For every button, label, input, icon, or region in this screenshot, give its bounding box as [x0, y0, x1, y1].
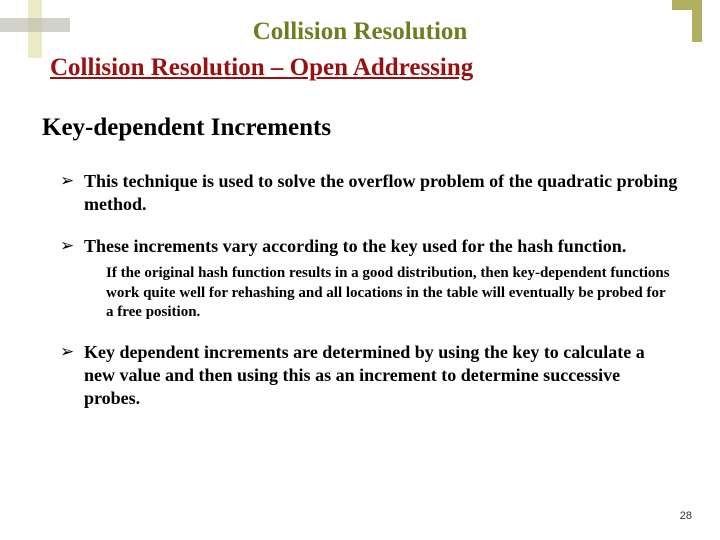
bullet-subtext: If the original hash function results in… — [84, 264, 680, 323]
list-item: This technique is used to solve the over… — [60, 170, 680, 217]
bullet-text: Key dependent increments are determined … — [84, 342, 645, 409]
page-number: 28 — [680, 510, 692, 522]
slide-title: Collision Resolution — [0, 0, 720, 46]
list-item: These increments vary according to the k… — [60, 235, 680, 323]
bullet-text: These increments vary according to the k… — [84, 236, 626, 256]
bullet-list: This technique is used to solve the over… — [0, 170, 720, 411]
list-item: Key dependent increments are determined … — [60, 341, 680, 411]
slide-subtitle: Collision Resolution – Open Addressing — [0, 46, 720, 82]
bullet-text: This technique is used to solve the over… — [84, 171, 677, 214]
section-heading: Key-dependent Increments — [0, 82, 720, 152]
